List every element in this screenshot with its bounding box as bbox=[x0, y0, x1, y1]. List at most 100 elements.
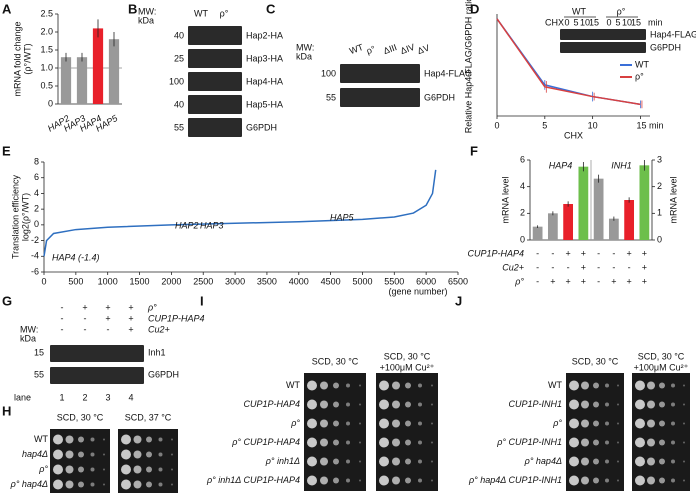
strain-label: ρ° hap4Δ bbox=[10, 479, 48, 489]
strain-label: CUP1P-INH1 bbox=[508, 399, 562, 409]
colony-spot bbox=[418, 402, 422, 407]
panel-label: J bbox=[455, 293, 462, 308]
colony-spot bbox=[320, 438, 328, 447]
colony-spot bbox=[659, 458, 665, 465]
y-tick-label: 4 bbox=[520, 181, 525, 191]
colony-spot bbox=[307, 380, 317, 391]
colony-spot bbox=[379, 475, 389, 486]
sign: + bbox=[128, 324, 133, 334]
y-tick-label: -6 bbox=[31, 266, 39, 276]
x-tick-label: 4500 bbox=[321, 276, 341, 286]
strain-label: WT bbox=[548, 380, 562, 390]
condition-label: SCD, 37 °C bbox=[125, 412, 172, 422]
blot-band bbox=[188, 72, 242, 91]
colony-spot bbox=[78, 466, 84, 473]
colony-spot bbox=[346, 421, 350, 426]
lane-label: ρ° bbox=[365, 44, 377, 57]
colony-spot bbox=[333, 477, 339, 484]
mw-marker: 55 bbox=[34, 369, 44, 379]
panel-label: I bbox=[200, 293, 204, 308]
lane-number: 4 bbox=[128, 392, 133, 402]
blot-band bbox=[188, 49, 242, 68]
x-tick-label: 0 bbox=[494, 120, 499, 130]
group-label: WT bbox=[572, 6, 586, 16]
colony-spot bbox=[171, 453, 173, 456]
label: kDa bbox=[138, 15, 154, 25]
colony-spot bbox=[359, 460, 361, 463]
blot-band bbox=[50, 345, 144, 362]
colony-spot bbox=[90, 452, 95, 457]
y-tick-label: 2 bbox=[34, 204, 39, 214]
colony-spot bbox=[392, 476, 400, 485]
sign: + bbox=[581, 276, 586, 286]
annotation: HAP3 bbox=[200, 220, 224, 230]
blot-band bbox=[340, 88, 420, 107]
sign: + bbox=[565, 248, 570, 258]
y-tick-label: 0 bbox=[657, 234, 662, 244]
sign: + bbox=[105, 302, 110, 312]
strain-label: ρ° CUP1P-HAP4 bbox=[231, 437, 300, 447]
colony-spot bbox=[359, 422, 361, 425]
colony-spot bbox=[405, 458, 411, 465]
bar bbox=[563, 204, 574, 240]
colony-spot bbox=[605, 478, 609, 483]
colony-spot bbox=[146, 466, 152, 473]
x-tick-label: 500 bbox=[68, 276, 83, 286]
colony-spot bbox=[90, 437, 95, 442]
colony-spot bbox=[158, 482, 163, 487]
blot-band bbox=[560, 42, 646, 53]
strain-label: hap4Δ bbox=[22, 449, 48, 459]
colony-spot bbox=[569, 475, 579, 486]
blot-band bbox=[50, 367, 144, 384]
colony-spot bbox=[635, 399, 645, 410]
colony-spot bbox=[671, 440, 675, 445]
timepoint: 5 bbox=[615, 17, 620, 27]
panel-label: C bbox=[266, 1, 276, 16]
colony-spot bbox=[133, 465, 142, 474]
colony-spot bbox=[647, 381, 655, 390]
bar bbox=[593, 178, 604, 240]
x-tick-label: 4000 bbox=[289, 276, 309, 286]
band-label: Hap5-HA bbox=[246, 99, 283, 109]
colony-spot bbox=[359, 479, 361, 482]
y-tick-label: 6 bbox=[34, 172, 39, 182]
timepoint: 0 bbox=[606, 17, 611, 27]
colony-spot bbox=[121, 434, 131, 445]
colony-spot bbox=[683, 403, 685, 406]
colony-spot bbox=[418, 440, 422, 445]
lane-label: ΔIII bbox=[382, 42, 398, 56]
mw-marker: 15 bbox=[34, 347, 44, 357]
colony-spot bbox=[133, 480, 142, 489]
colony-spot bbox=[431, 479, 433, 482]
mw-marker: 55 bbox=[326, 92, 336, 102]
mw-marker: 25 bbox=[174, 53, 184, 63]
colony-spot bbox=[78, 451, 84, 458]
y-tick-label: 2.0 bbox=[40, 26, 53, 36]
mw-marker: 55 bbox=[174, 122, 184, 132]
colony-spot bbox=[320, 381, 328, 390]
row-label: Cu2+ bbox=[502, 262, 524, 272]
condition-label: SCD, 30 °C bbox=[638, 351, 685, 361]
colony-spot bbox=[146, 436, 152, 443]
colony-spot bbox=[103, 438, 105, 441]
bar bbox=[608, 218, 619, 240]
band-label: Inh1 bbox=[148, 347, 166, 357]
sign: - bbox=[628, 262, 631, 272]
axis-title: Relative Hap4-FLAG/G6PDH ratio bbox=[463, 0, 473, 133]
sign: + bbox=[581, 262, 586, 272]
timepoint: 5 bbox=[573, 17, 578, 27]
lane-number: 1 bbox=[59, 392, 64, 402]
colony-spot bbox=[671, 383, 675, 388]
sign: - bbox=[107, 324, 110, 334]
colony-spot bbox=[581, 381, 589, 390]
colony-spot bbox=[659, 420, 665, 427]
y-tick-label: 0 bbox=[520, 234, 525, 244]
x-tick-label: 15 min bbox=[636, 120, 663, 130]
row-label: ρ° bbox=[514, 276, 524, 286]
x-tick-label: 2000 bbox=[161, 276, 181, 286]
colony-spot bbox=[593, 401, 599, 408]
colony-spot bbox=[593, 458, 599, 465]
label: min bbox=[648, 17, 663, 27]
strain-label: ρ° inh1Δ CUP1P-HAP4 bbox=[206, 475, 300, 485]
condition-label: SCD, 30 °C bbox=[312, 356, 359, 366]
